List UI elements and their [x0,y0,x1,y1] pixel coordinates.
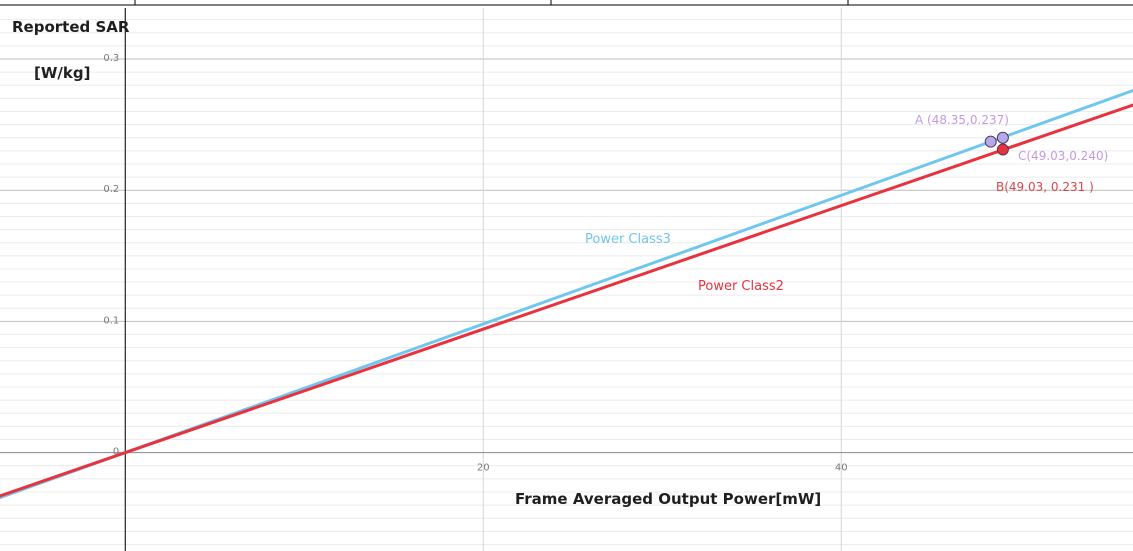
minor-gridlines [0,19,1133,545]
axes [0,8,1133,551]
data-point-markers [984,131,1009,156]
top-table-border [0,0,1133,6]
data-point-c [996,131,1009,144]
data-point-b [996,143,1009,156]
series-label-power-class2: Power Class2 [698,279,784,294]
y-tick-label: 0.2 [103,184,119,195]
tick-labels: 0.1 0.2 0.3 0 20 40 [103,53,847,474]
y-tick-label: 0.3 [103,53,119,64]
x-tick-label: 40 [835,463,848,474]
point-label-a: A (48.35,0.237) [915,113,1009,127]
x-tick-label: 20 [477,463,490,474]
series-lines [0,89,1133,500]
origin-tick-label: 0 [113,447,119,458]
y-axis-title-line2: [W/kg] [34,64,90,82]
series-label-power-class3: Power Class3 [585,232,671,247]
point-label-c: C(49.03,0.240) [1018,149,1108,163]
x-axis-title: Frame Averaged Output Power[mW] [515,490,821,508]
series-line-power-class2 [0,103,1133,498]
y-axis-title-line1: Reported SAR [12,18,130,36]
major-gridlines [0,8,1133,551]
point-label-b: B(49.03, 0.231 ) [996,180,1094,194]
data-point-a [984,135,997,148]
y-tick-label: 0.1 [103,315,119,326]
